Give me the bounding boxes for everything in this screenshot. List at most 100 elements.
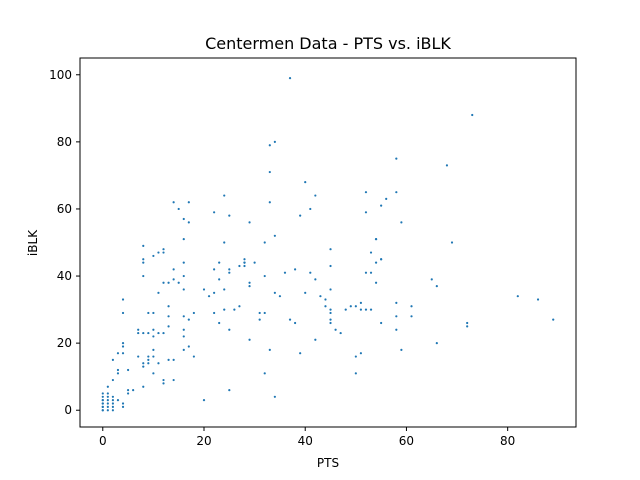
data-point [309,271,312,274]
x-tick-label: 20 [196,434,211,448]
data-point [248,285,251,288]
x-tick-label: 40 [298,434,313,448]
data-point [111,405,114,408]
data-point [364,271,368,274]
data-point [395,301,398,304]
data-point [147,311,150,315]
data-point [359,352,362,355]
data-point [187,345,190,348]
data-point [182,335,185,338]
data-point [121,298,125,301]
data-point [228,214,231,217]
data-point [111,395,114,398]
data-point [369,271,373,274]
data-point [395,315,398,318]
data-point [243,264,246,268]
data-point [152,311,155,315]
data-point [162,281,165,284]
data-point [339,331,342,335]
data-point [152,372,155,375]
data-point [238,264,241,268]
data-point [152,335,155,338]
data-point [258,318,261,321]
data-point [101,409,104,412]
data-point [121,342,125,345]
data-point [167,315,170,318]
data-point [121,402,125,405]
data-point [354,372,357,375]
data-point [162,382,165,385]
data-point [137,355,140,358]
data-point [248,338,251,341]
data-point [172,278,175,281]
data-point [243,258,246,261]
data-point [263,311,266,315]
x-tick-label: 80 [500,434,515,448]
data-point [142,261,145,264]
data-point [172,268,175,271]
data-point [157,331,160,335]
x-tick-label: 60 [399,434,414,448]
data-point [263,274,266,278]
data-point [162,378,165,382]
data-point [218,321,221,325]
data-point [329,308,332,311]
data-point [430,278,433,281]
data-point [126,389,130,392]
data-point [121,352,125,355]
data-point [137,331,140,335]
data-point [263,241,266,244]
data-point [314,338,317,341]
data-point [218,261,221,264]
data-point [273,395,276,398]
data-point [304,291,307,294]
data-point [369,251,373,254]
data-point [187,221,190,224]
data-point [349,305,352,308]
y-tick-label: 20 [57,336,72,350]
data-point [466,321,469,325]
data-point [182,288,185,291]
data-point [435,342,438,345]
data-points [101,77,555,412]
data-point [167,358,170,362]
data-point [187,318,190,321]
data-point [172,358,175,362]
y-tick-label: 0 [64,403,72,417]
chart-title: Centermen Data - PTS vs. iBLK [205,34,451,53]
data-point [309,207,312,211]
data-point [147,358,150,362]
data-point [253,261,256,264]
data-point [106,385,109,388]
data-point [116,352,120,355]
data-point [324,305,327,308]
data-point [385,197,388,200]
data-point [202,399,206,402]
data-point [101,402,104,405]
data-point [299,352,302,355]
data-point [147,331,150,335]
data-point [162,251,165,254]
data-point [182,261,185,264]
data-point [162,331,165,335]
data-point [273,140,276,143]
data-point [410,315,413,318]
data-point [359,301,362,304]
data-point [147,362,150,365]
data-point [294,321,297,325]
data-point [172,378,175,382]
data-point [223,308,226,311]
x-axis-ticks: 0 20 40 60 80 [99,427,515,448]
data-point [132,389,135,392]
data-point [248,221,251,224]
data-point [395,191,398,194]
data-point [187,201,190,204]
data-point [395,157,398,160]
y-tick-label: 60 [57,202,72,216]
data-point [101,405,104,408]
data-point [258,311,261,315]
data-point [374,261,378,264]
data-point [329,318,332,321]
